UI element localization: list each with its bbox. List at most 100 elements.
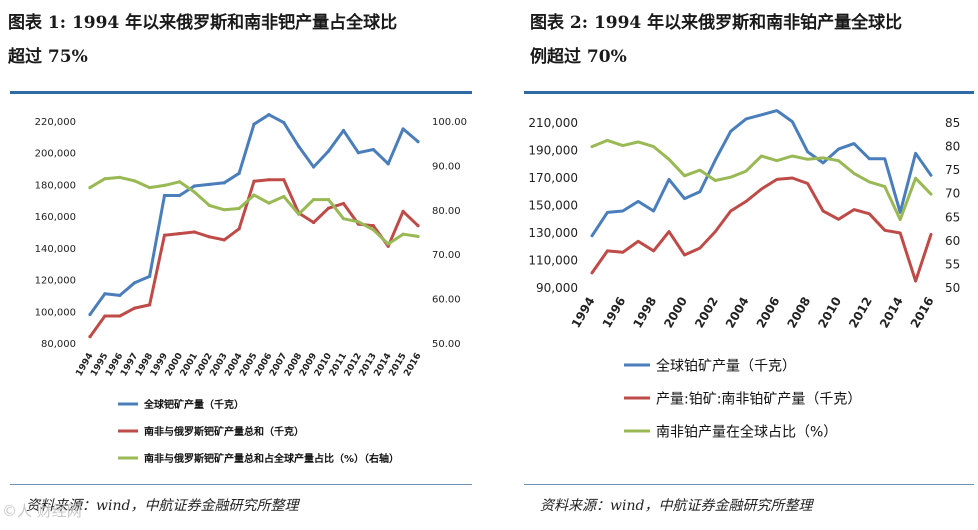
chart1-left-axis-tick: 140,000 — [35, 244, 76, 255]
chart1-series-1-point — [371, 147, 375, 152]
chart1-series-2-point — [133, 306, 137, 310]
chart1-series-2-point — [371, 224, 375, 228]
chart2-right-axis-tick: 80 — [945, 140, 960, 154]
chart2-x-axis-tick: 2014 — [877, 295, 906, 331]
chart1-legend-label-2: 南非与俄罗斯钯矿产量总和（千克） — [144, 425, 304, 438]
chart1-series-3-point — [177, 180, 182, 184]
chart1-series-2-point — [401, 209, 405, 213]
chart1-right-axis-tick: 90.00 — [432, 161, 461, 172]
figure2-top-rule — [524, 91, 974, 94]
chart2-left-axis-tick: 130,000 — [528, 226, 578, 240]
chart1-series-1-point — [148, 274, 152, 278]
chart2-right-axis-tick: 55 — [945, 257, 960, 271]
chart1-series-2-point — [326, 206, 331, 210]
chart1-series-1-point — [356, 151, 360, 155]
chart1-series-1-point — [267, 113, 271, 117]
chart1-series-3-point — [341, 217, 346, 221]
chart1-right-axis-tick: 70.00 — [432, 250, 461, 261]
chart2-left-axis-tick: 170,000 — [528, 171, 578, 185]
chart1-series-3-point — [103, 177, 107, 181]
chart2-right-axis-tick: 60 — [945, 234, 960, 248]
chart2-x-axis-tick: 2006 — [754, 295, 783, 331]
chart1-series-2-point — [222, 238, 226, 242]
chart1-series-1-point — [177, 193, 182, 198]
chart2-right-axis-tick: 50 — [945, 281, 960, 295]
chart1-left-axis-tick: 200,000 — [35, 149, 76, 160]
chart1-series-1-point — [401, 127, 405, 131]
chart1-series-1-point — [88, 312, 92, 317]
chart1-series-3-point — [297, 212, 301, 216]
chart2-left-axis-tick: 210,000 — [528, 116, 578, 130]
chart1-series-3-point — [401, 232, 405, 236]
chart1-series-3-point — [118, 175, 122, 179]
chart1-series-3-point — [386, 242, 390, 246]
chart2-legend-label-3: 南非铂产量在全球占比（%） — [656, 423, 837, 440]
chart1-right-axis-tick: 100.00 — [432, 117, 467, 128]
chart1-series-1-point — [386, 162, 390, 166]
chart1-series-line-3 — [88, 175, 420, 246]
figure1-title: 图表 1: 1994 年以来俄罗斯和南非钯产量占全球比 超过 75% — [8, 6, 478, 74]
chart1-series-2-point — [386, 244, 390, 248]
chart2-right-axis-tick: 65 — [945, 210, 960, 224]
chart1-series-3-point — [267, 201, 271, 205]
chart1-left-axis-tick: 100,000 — [35, 307, 76, 318]
chart2-x-axis-tick: 1994 — [569, 295, 598, 331]
chart1-series-2-point — [207, 235, 211, 239]
chart1-series-1-point — [237, 171, 241, 175]
chart1-legend-label-3: 南非与俄罗斯钯矿产量总和占全球产量占比（%）（右轴） — [144, 452, 399, 465]
chart1-right-axis-tick: 50.00 — [432, 339, 461, 350]
chart2-right-axis-tick: 70 — [945, 187, 960, 201]
chart1-series-2-point — [148, 303, 152, 307]
chart2-right-axis-tick: 75 — [945, 163, 960, 177]
chart1-series-1-point — [133, 281, 137, 285]
chart1-series-2-point — [282, 178, 286, 182]
chart1-series-1-point — [192, 184, 196, 188]
chart1-series-1-point — [162, 193, 167, 198]
chart1-series-2-point — [312, 220, 316, 225]
chart1-series-2-point — [192, 230, 196, 234]
chart1-series-3-point — [162, 183, 167, 187]
chart2-left-axis-tick: 190,000 — [528, 144, 578, 158]
chart1-right-axis-tick: 80.00 — [432, 206, 461, 217]
chart1-legend-label-1: 全球钯矿产量（千克） — [143, 398, 244, 411]
chart2-x-axis-tick: 2016 — [908, 295, 937, 331]
chart1-series-2-point — [103, 314, 107, 318]
watermark: ©人 财经网 — [2, 502, 82, 520]
chart1-series-2-point — [88, 335, 92, 339]
chart1-series-3-point — [252, 193, 256, 197]
chart1-series-3-point — [192, 190, 196, 194]
chart2-series-line-1 — [590, 109, 933, 238]
figure1-bottom-rule — [10, 484, 472, 485]
chart1-series-2-point — [416, 224, 420, 228]
chart1-series-2-point — [162, 233, 167, 237]
figure2-title-line2: 例超过 70% — [530, 47, 627, 67]
chart1-series-line-1 — [88, 113, 420, 316]
figure1-title-line2: 超过 75% — [8, 47, 88, 67]
chart2-x-axis-tick: 2012 — [846, 295, 875, 331]
chart1-series-2-point — [267, 178, 271, 182]
figure1-top-rule — [10, 91, 472, 94]
chart1-series-3-point — [356, 220, 360, 224]
chart1-right-axis-tick: 60.00 — [432, 295, 461, 306]
chart1-left-axis-tick: 180,000 — [35, 180, 76, 191]
chart1-left-axis-tick: 120,000 — [35, 276, 76, 287]
figure1-title-line1: 图表 1: 1994 年以来俄罗斯和南非钯产量占全球比 — [8, 13, 398, 33]
chart1-series-3-point — [312, 197, 316, 202]
chart1-series-1-point — [297, 144, 301, 148]
chart1-series-1-point — [103, 292, 107, 296]
chart2-x-axis-tick: 1998 — [630, 295, 659, 331]
chart1-series-1-point — [312, 165, 316, 169]
chart1-series-1-point — [326, 149, 331, 153]
chart2-left-axis-tick: 90,000 — [536, 281, 578, 295]
figure2-title-line1: 图表 2: 1994 年以来俄罗斯和南非铂产量全球比 — [530, 13, 903, 33]
chart1-series-2-point — [252, 179, 256, 183]
chart2-legend-label-2: 产量:铂矿:南非铂矿产量（千克） — [656, 391, 861, 407]
chart2-x-axis-tick: 2002 — [692, 295, 721, 331]
chart1-series-2-point — [341, 201, 346, 206]
chart1-series-1-point — [207, 182, 211, 187]
chart1-series-3-point — [237, 206, 241, 211]
chart1-series-2-point — [118, 314, 122, 318]
chart2-x-axis-tick: 2008 — [784, 295, 813, 331]
chart1-series-1-point — [118, 293, 122, 298]
